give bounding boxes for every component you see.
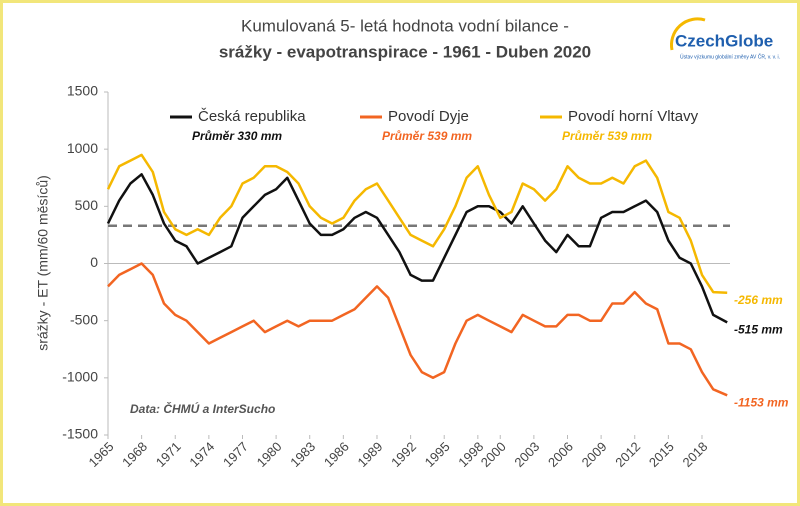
- y-tick-label: 0: [90, 254, 98, 270]
- logo-caption: Ústav výzkumu globální změny AV ČR, v. v…: [680, 53, 780, 60]
- mean-label: Průměr 539 mm: [562, 129, 652, 143]
- end-label: -256 mm: [734, 293, 783, 307]
- end-label: -515 mm: [734, 323, 783, 337]
- mean-label: Průměr 539 mm: [382, 129, 472, 143]
- y-tick-label: -1000: [62, 369, 98, 385]
- chart-title: Kumulovaná 5- letá hodnota vodní bilance…: [241, 16, 569, 35]
- chart-subtitle: srážky - evapotranspirace - 1961 - Duben…: [219, 42, 591, 61]
- mean-label: Průměr 330 mm: [192, 129, 282, 143]
- y-tick-label: 500: [75, 197, 99, 213]
- end-label: -1153 mm: [734, 395, 789, 409]
- legend-label: Česká republika: [198, 108, 306, 125]
- series-line: [107, 262, 728, 397]
- y-tick-label: -500: [70, 311, 98, 327]
- series-line: [106, 153, 728, 295]
- y-tick-label: 1500: [67, 83, 98, 99]
- source-note: Data: ČHMÚ a InterSucho: [130, 401, 275, 416]
- y-axis-label: srážky - ET (mm/60 měsíců): [35, 175, 51, 351]
- y-tick-label: -1500: [62, 426, 98, 442]
- series-line: [106, 173, 728, 324]
- logo: CzechGlobe: [675, 31, 773, 50]
- legend-label: Povodí horní Vltavy: [568, 108, 699, 125]
- logo-arc: [670, 17, 706, 51]
- legend-label: Povodí Dyje: [388, 108, 469, 125]
- y-tick-label: 1000: [67, 140, 98, 156]
